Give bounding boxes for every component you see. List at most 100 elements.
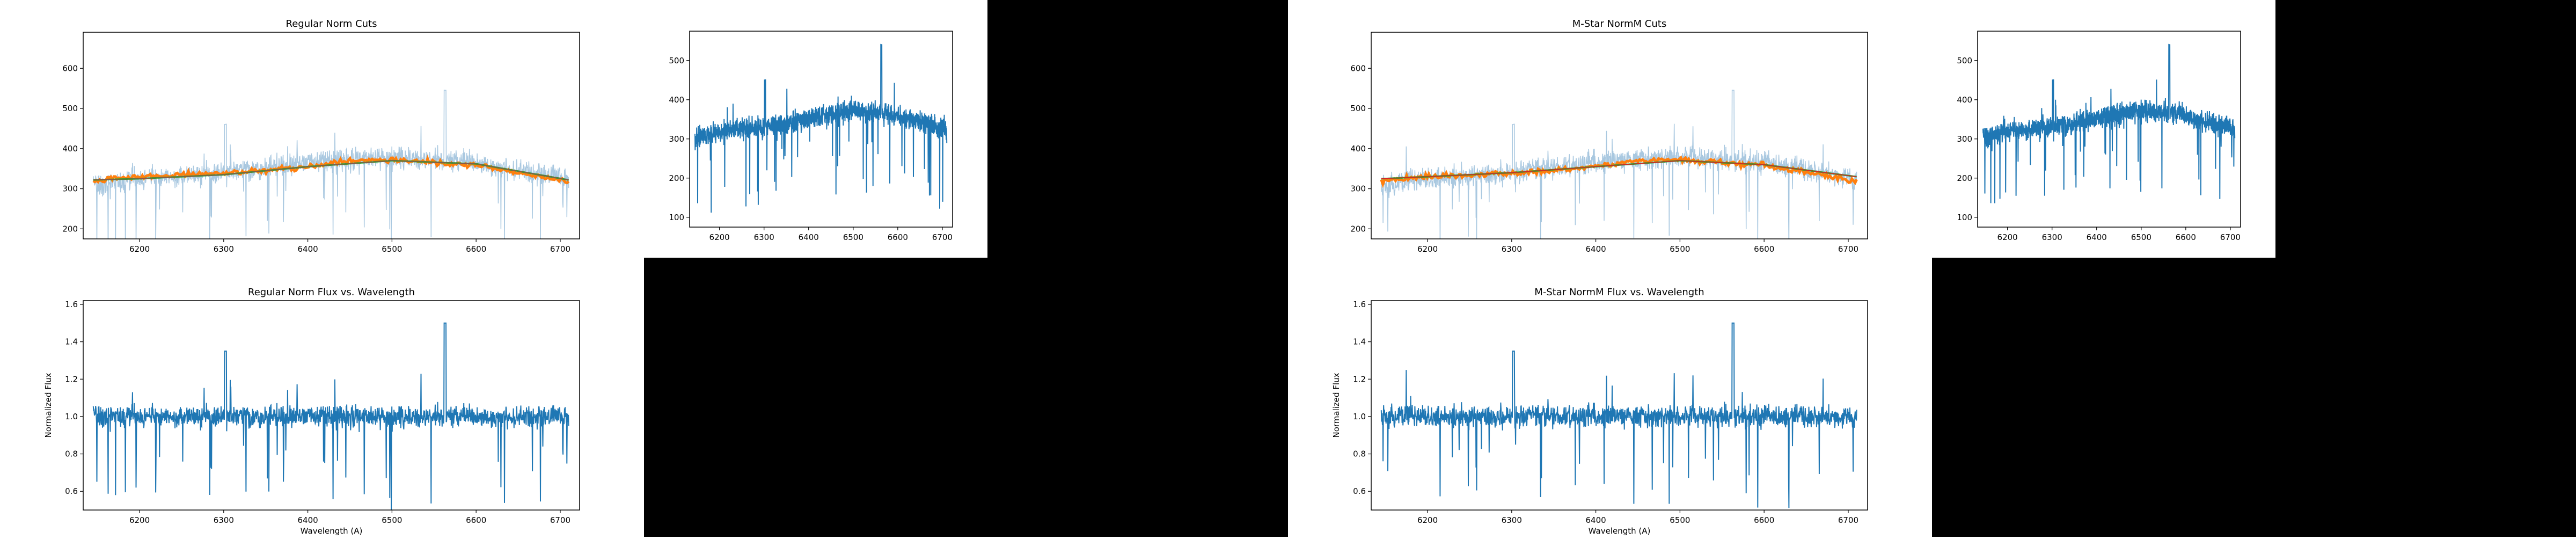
x-axis-label: Wavelength (A) (301, 526, 363, 536)
left-raw-panel: 6200 6300 6400 6500 6600 6700 100 200 300 400 500 (644, 0, 987, 258)
x-tick-label: 6500 (1670, 244, 1690, 254)
left-norm-panel: 6200 6300 6400 6500 6600 6700 0.6 0.8 1.0 1.2 1.4 1… (0, 258, 644, 537)
y-tick-label: 0.8 (1353, 449, 1366, 459)
x-tick-label: 6500 (1670, 515, 1690, 525)
x-tick-label: 6600 (1754, 515, 1774, 525)
y-tick-label: 1.6 (1353, 300, 1366, 309)
x-tick-label: 6500 (382, 515, 402, 525)
y-tick-label: 500 (62, 104, 78, 113)
right-norm-panel: 6200 6300 6400 6500 6600 6700 0.6 0.8 1.0 1.2 1.4 1… (1288, 258, 1932, 537)
y-tick-label: 0.6 (65, 486, 78, 496)
x-tick-label: 6300 (214, 515, 234, 525)
y-tick-label: 200 (1957, 173, 1972, 183)
x-tick-label: 6500 (382, 244, 402, 254)
x-tick-label: 6200 (1417, 244, 1438, 254)
x-tick-label: 6300 (1502, 244, 1522, 254)
x-tick-label: 6400 (1586, 515, 1606, 525)
y-tick-label: 400 (1957, 95, 1972, 105)
x-tick-label: 6400 (799, 232, 819, 242)
plot-frame (1977, 31, 2241, 228)
right-raw-chart: 6200 6300 6400 6500 6600 6700 100 200 300 400 500 (1957, 31, 2241, 242)
series-spectrum-line (92, 322, 569, 510)
series-spectrum-line (694, 43, 948, 213)
y-axis-label: Normalized Flux (43, 373, 53, 438)
x-tick-label: 6700 (1838, 244, 1858, 254)
right-cuts-panel: 6200 6300 6400 6500 6600 6700 200 300 400 500 600 M… (1288, 0, 1932, 258)
y-tick-label: 500 (669, 56, 684, 65)
y-tick-label: 400 (669, 95, 684, 105)
black-block-bottom-left (644, 258, 1288, 537)
plot-area (1982, 43, 2236, 203)
chart-title: M-Star NormM Flux vs. Wavelength (1534, 287, 1704, 298)
x-tick-label: 6300 (214, 244, 234, 254)
x-tick-label: 6700 (550, 244, 570, 254)
plot-frame (83, 32, 580, 239)
y-tick-label: 500 (1350, 104, 1366, 113)
plot-frame (1371, 32, 1868, 239)
x-tick-label: 6200 (129, 515, 150, 525)
right-norm-chart: 6200 6300 6400 6500 6600 6700 0.6 0.8 1.0 1.2 1.4 1… (1331, 287, 1868, 536)
y-tick-label: 200 (669, 173, 684, 183)
y-tick-label: 100 (1957, 213, 1972, 222)
series-red-fit-line (1381, 160, 1857, 179)
y-tick-label: 300 (669, 134, 684, 144)
plot-area (92, 90, 570, 239)
x-tick-label: 6200 (1997, 232, 2018, 242)
y-tick-label: 200 (62, 224, 78, 234)
chart-title: Regular Norm Flux vs. Wavelength (248, 287, 415, 298)
left-norm-chart: 6200 6300 6400 6500 6600 6700 0.6 0.8 1.0 1.2 1.4 1… (43, 287, 580, 536)
y-tick-label: 300 (1350, 184, 1366, 194)
left-cuts-panel: 6200 6300 6400 6500 6600 6700 200 300 400 500 600 R… (0, 0, 644, 258)
x-tick-label: 6700 (1838, 515, 1858, 525)
x-tick-label: 6400 (298, 515, 318, 525)
y-tick-label: 400 (62, 144, 78, 154)
black-block-top-left (987, 0, 1288, 258)
plot-frame (1371, 300, 1868, 511)
y-tick-label: 1.2 (65, 374, 78, 384)
y-axis-label: Normalized Flux (1331, 373, 1341, 438)
y-tick-label: 600 (1350, 63, 1366, 73)
plot-area (1380, 322, 1857, 508)
x-tick-label: 6700 (550, 515, 570, 525)
y-tick-label: 300 (1957, 134, 1972, 144)
series-orange-cuts-line (92, 155, 570, 185)
series-brown-fit-line (93, 160, 569, 180)
x-axis-label: Wavelength (A) (1589, 526, 1651, 536)
y-tick-label: 600 (62, 63, 78, 73)
series-faint-noisy-line (93, 90, 569, 239)
x-tick-label: 6200 (129, 244, 150, 254)
y-tick-label: 1.4 (1353, 337, 1366, 347)
x-tick-label: 6300 (754, 232, 774, 242)
y-tick-label: 1.0 (65, 412, 78, 421)
chart-title: M-Star NormM Cuts (1572, 18, 1666, 30)
black-block-bottom-right (1932, 258, 2576, 537)
series-spectrum-line (1982, 43, 2236, 203)
plot-area (694, 43, 948, 213)
y-tick-label: 1.2 (1353, 374, 1366, 384)
x-tick-label: 6700 (932, 232, 953, 242)
y-tick-label: 400 (1350, 144, 1366, 154)
x-tick-label: 6500 (2131, 232, 2151, 242)
x-tick-label: 6600 (466, 515, 486, 525)
series-spectrum-line (1380, 322, 1857, 508)
y-tick-label: 1.0 (1353, 412, 1366, 421)
chart-title: Regular Norm Cuts (286, 18, 377, 30)
y-tick-label: 200 (1350, 224, 1366, 234)
left-cuts-chart: 6200 6300 6400 6500 6600 6700 200 300 400 500 600 R… (62, 18, 580, 254)
x-tick-label: 6700 (2220, 232, 2241, 242)
x-tick-label: 6200 (709, 232, 730, 242)
x-tick-label: 6200 (1417, 515, 1438, 525)
x-tick-label: 6600 (1754, 244, 1774, 254)
x-tick-label: 6600 (2176, 232, 2196, 242)
x-tick-label: 6400 (298, 244, 318, 254)
x-tick-label: 6600 (888, 232, 908, 242)
plot-area (92, 322, 569, 510)
x-tick-label: 6300 (2042, 232, 2062, 242)
x-tick-label: 6500 (843, 232, 863, 242)
right-cuts-chart: 6200 6300 6400 6500 6600 6700 200 300 400 500 600 M… (1350, 18, 1868, 254)
x-tick-label: 6600 (466, 244, 486, 254)
x-tick-label: 6400 (2087, 232, 2107, 242)
plot-frame (689, 31, 953, 228)
y-tick-label: 0.6 (1353, 486, 1366, 496)
plot-area (1380, 90, 1858, 239)
